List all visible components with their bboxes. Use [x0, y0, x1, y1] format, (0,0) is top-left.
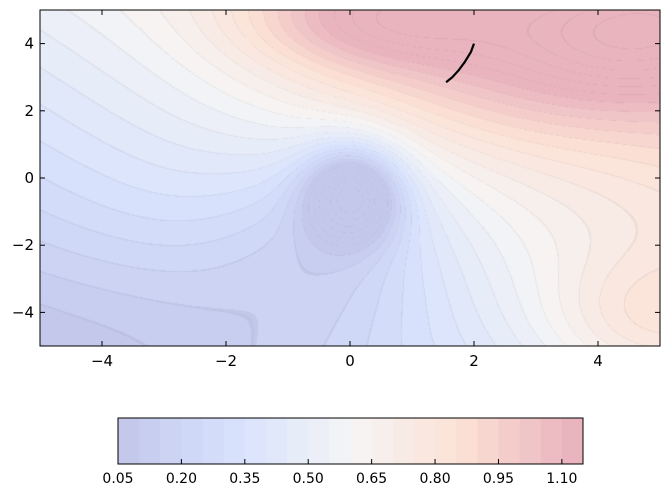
colorbar-tick-label: 0.20 — [166, 471, 197, 487]
contour-surface — [40, 10, 660, 346]
colorbar-segment — [202, 418, 225, 464]
colorbar-segment — [139, 418, 161, 464]
colorbar-segment — [456, 418, 478, 464]
y-axis: 4 2 0 −2 −4 — [12, 35, 660, 321]
colorbar-segment — [118, 418, 140, 464]
colorbar-segment — [160, 418, 182, 464]
trajectory-layer — [445, 43, 476, 84]
x-axis: −4 −2 0 2 4 — [91, 10, 603, 370]
colorbar-frame — [117, 417, 584, 465]
colorbar-tick-label: 0.80 — [419, 471, 450, 487]
x-tick-label: −2 — [215, 352, 237, 370]
colorbar-segment — [477, 418, 499, 464]
colorbar-segment — [329, 418, 351, 464]
y-tick-label: −2 — [12, 236, 34, 254]
colorbar-segment — [435, 418, 457, 464]
colorbar-segment — [413, 418, 436, 464]
trajectory-line — [445, 43, 476, 84]
colorbar-segment — [498, 418, 521, 464]
colorbar-segment — [540, 418, 563, 464]
colorbar-segment — [223, 418, 246, 464]
colorbar-tick-label: 0.65 — [356, 471, 387, 487]
plot-area — [39, 9, 661, 347]
colorbar: 0.05 0.20 0.35 0.50 0.65 0.80 0.95 1.10 — [102, 417, 584, 487]
y-tick-label: 4 — [24, 35, 34, 53]
x-tick-label: −4 — [91, 352, 113, 370]
colorbar-tick-label: 0.50 — [293, 471, 324, 487]
colorbar-tick-label: 0.35 — [229, 471, 260, 487]
y-tick-label: 2 — [24, 102, 34, 120]
colorbar-segment — [371, 418, 394, 464]
x-tick-label: 2 — [469, 352, 479, 370]
colorbar-segment — [265, 418, 288, 464]
colorbar-segment — [392, 418, 415, 464]
y-tick-label: −4 — [12, 303, 34, 321]
colorbar-tick-label: 0.05 — [102, 471, 133, 487]
colorbar-segment — [244, 418, 267, 464]
colorbar-segment — [181, 418, 204, 464]
x-tick-label: 4 — [593, 352, 603, 370]
colorbar-tick-label: 0.95 — [483, 471, 514, 487]
colorbar-segment — [561, 418, 584, 464]
colorbar-segment — [308, 418, 330, 464]
colorbar-segment — [350, 418, 373, 464]
colorbar-tick-label: 1.10 — [546, 471, 577, 487]
x-tick-label: 0 — [345, 352, 355, 370]
colorbar-segment — [287, 418, 309, 464]
y-tick-label: 0 — [24, 169, 34, 187]
colorbar-segment — [519, 418, 542, 464]
